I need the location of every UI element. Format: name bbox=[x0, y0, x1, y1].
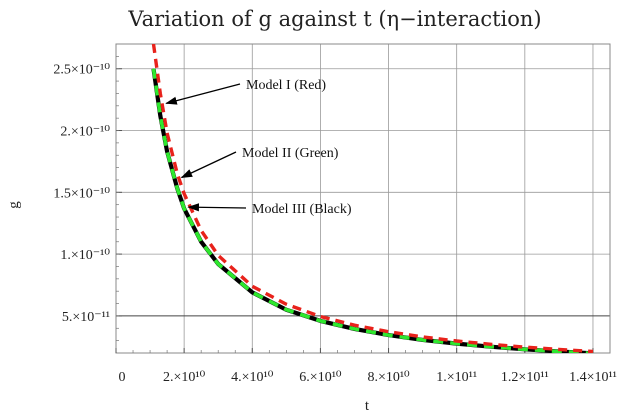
x-tick-label: 1.×10¹¹ bbox=[436, 370, 477, 385]
y-axis-label: g bbox=[6, 201, 22, 209]
y-tick-label: 2.×10⁻¹⁰ bbox=[60, 125, 110, 140]
y-tick-label: 1.5×10⁻¹⁰ bbox=[53, 186, 110, 201]
plot-frame bbox=[115, 43, 611, 354]
x-tick-label: 8.×10¹⁰ bbox=[367, 370, 410, 385]
x-axis-label: t bbox=[365, 398, 370, 414]
annotation-label: Model I (Red) bbox=[246, 78, 326, 93]
x-tick-label: 4.×10¹⁰ bbox=[231, 370, 274, 385]
grid bbox=[116, 44, 610, 353]
y-tick-label: 5.×10⁻¹¹ bbox=[62, 310, 110, 325]
x-tick-label: 1.2×10¹¹ bbox=[501, 370, 549, 385]
annotation-label: Model II (Green) bbox=[242, 146, 339, 161]
annotation-label: Model III (Black) bbox=[252, 202, 352, 217]
y-tick-label: 1.×10⁻¹⁰ bbox=[60, 248, 110, 263]
series-line-3 bbox=[151, 68, 594, 353]
annotation-arrow bbox=[165, 83, 241, 105]
x-tick-label: 1.4×10¹¹ bbox=[569, 370, 617, 385]
annotation-arrow bbox=[187, 203, 247, 212]
series-line-1 bbox=[151, 44, 594, 353]
series-line-2 bbox=[151, 68, 594, 353]
axis-ticks: 0 2.×10¹⁰ 4.×10¹⁰ 6.×10¹⁰ 8.×10¹⁰ 1.×10¹¹ 1.2×… bbox=[53, 56, 617, 385]
x-tick-label: 0 bbox=[119, 370, 126, 385]
series-lines bbox=[151, 44, 594, 353]
y-tick-label: 2.5×10⁻¹⁰ bbox=[53, 63, 110, 78]
annotation-arrow bbox=[180, 151, 237, 179]
chart-title: Variation of g against t (η−interaction) bbox=[127, 7, 541, 31]
x-tick-label: 6.×10¹⁰ bbox=[299, 370, 342, 385]
annotations: Model I (Red) Model II (Green) Model III (… bbox=[165, 78, 352, 217]
x-tick-label: 2.×10¹⁰ bbox=[163, 370, 206, 385]
